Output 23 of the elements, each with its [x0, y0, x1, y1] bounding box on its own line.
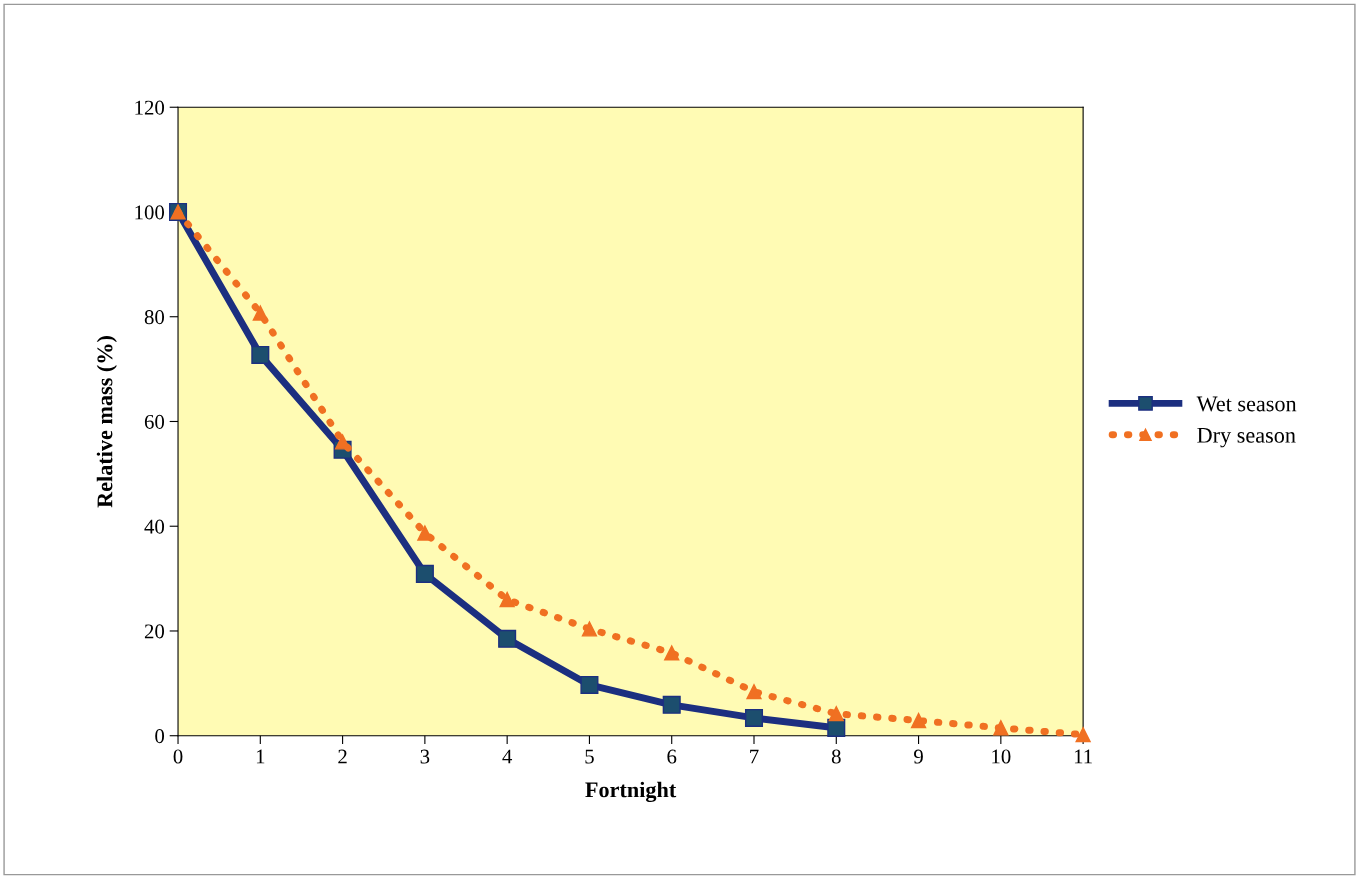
legend-label: Wet season — [1196, 396, 1297, 412]
y-tick-label: 100 — [135, 205, 165, 220]
y-tick-label: 80 — [144, 310, 165, 325]
x-tick-label: 5 — [585, 749, 594, 764]
y-tick-label: 120 — [135, 100, 165, 115]
x-tick-label: 7 — [750, 749, 759, 764]
x-axis-title: Fortnight — [585, 781, 677, 803]
x-tick-label: 0 — [173, 749, 183, 764]
x-tick-label: 3 — [420, 749, 430, 764]
y-tick-label: 20 — [144, 624, 165, 639]
y-tick-label: 40 — [144, 519, 165, 534]
x-tick-label: 10 — [992, 749, 1011, 764]
y-tick-label: 60 — [144, 414, 165, 429]
x-tick-label: 1 — [256, 749, 265, 764]
x-tick-label: 6 — [667, 749, 677, 764]
legend-label: Dry season — [1197, 428, 1296, 448]
x-tick-label: 4 — [502, 749, 513, 764]
y-tick-label: 0 — [155, 729, 165, 744]
x-tick-label: 8 — [831, 749, 841, 764]
x-tick-label: 11 — [1074, 749, 1092, 764]
y-axis-title: Relative mass (%) — [96, 336, 117, 508]
x-tick-label: 9 — [914, 749, 923, 764]
x-tick-label: 2 — [338, 749, 347, 764]
